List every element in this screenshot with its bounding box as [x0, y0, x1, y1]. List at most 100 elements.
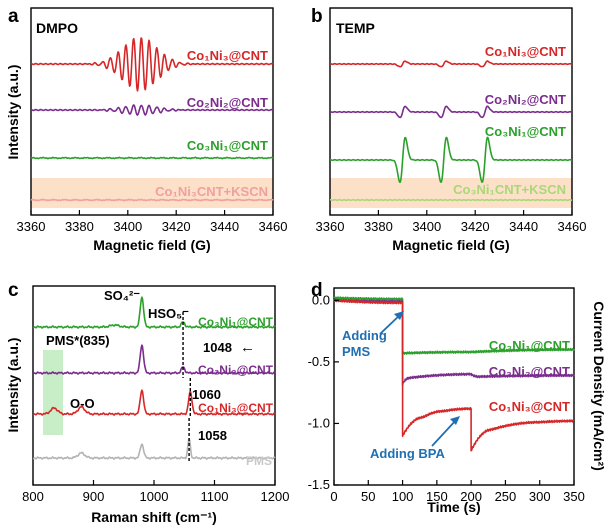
xtick-label: 300	[529, 489, 551, 504]
trace-c-1	[32, 344, 276, 375]
xtick-label: 3420	[461, 219, 490, 234]
xtick-label: 3360	[17, 219, 46, 234]
label-a-kscn: Co₁Ni₃CNT+KSCN	[155, 184, 268, 199]
ylabel-a: Intensity (a.u.)	[5, 65, 21, 160]
ticks-c: 800 900 1000 1100 1200	[22, 480, 289, 504]
xtick-label: 200	[460, 489, 482, 504]
xtick-label: 250	[495, 489, 517, 504]
traces-c	[32, 296, 276, 462]
xtick-label: 3360	[316, 219, 345, 234]
xtick-label: 3380	[364, 219, 393, 234]
xtick-label: 3400	[113, 219, 142, 234]
panel-a: a DMPO Co₁Ni₃@CNT Co₂Ni₂@CNT Co₃Ni₁@CNT …	[5, 6, 287, 253]
xtick-label: 100	[392, 489, 414, 504]
ann-hso5: HSO₅⁻	[148, 306, 189, 321]
arrow-bpa	[431, 418, 458, 447]
label-a-co2ni2: Co₂Ni₂@CNT	[187, 95, 268, 110]
ticks-a: 3360 3380 3400 3420 3440 3460	[17, 210, 288, 234]
ytick-label: -1.5	[308, 477, 330, 492]
xtick-label: 1100	[201, 489, 229, 504]
xtick-label: 1200	[261, 489, 290, 504]
traces-a	[30, 37, 274, 202]
ticks-b: 3360 3380 3400 3420 3440 3460	[316, 210, 587, 234]
axes-frame-a	[30, 7, 274, 216]
xtick-label: 3380	[65, 219, 94, 234]
panel-letter-b: b	[311, 6, 323, 27]
panel-a-title: DMPO	[36, 20, 78, 36]
kscn-shade-b	[330, 178, 572, 208]
xtick-label: 900	[83, 489, 105, 504]
trace-d-2	[333, 298, 575, 452]
xtick-label: 50	[361, 489, 375, 504]
xtick-label: 150	[426, 489, 448, 504]
ylabel-d: Current Density (mA/cm²)	[591, 301, 607, 471]
ann-adding-pms: Adding PMS	[342, 328, 387, 359]
trace-c-0	[32, 296, 276, 329]
xtick-label: 3420	[162, 219, 191, 234]
label-b-co1ni3: Co₁Ni₃@CNT	[485, 44, 566, 59]
ann-1058: 1058	[198, 428, 227, 443]
trace-c-3	[32, 438, 276, 460]
label-c-pms: PMS	[246, 454, 272, 468]
panel-d: d Co₃Ni₁@CNT Co₂Ni₂@CNT Co₁Ni₃@CNT Addin…	[308, 280, 607, 515]
traces-d	[333, 296, 575, 452]
label-b-co3ni1: Co₃Ni₁@CNT	[485, 124, 566, 139]
panel-letter-a: a	[8, 6, 19, 27]
xtick-label: 3440	[509, 219, 538, 234]
ylabel-c: Intensity (a.u.)	[5, 338, 21, 433]
xlabel-a: Magnetic field (G)	[93, 237, 210, 253]
xtick-label: 800	[22, 489, 44, 504]
trace-b-0	[329, 60, 573, 68]
ann-pms: PMS*(835)	[46, 333, 110, 348]
xlabel-c: Raman shift (cm⁻¹)	[91, 509, 217, 525]
xtick-label: 0	[330, 489, 337, 504]
label-c-co2ni2: Co₂Ni₂@CNT	[198, 363, 274, 377]
trace-a-2	[30, 156, 274, 160]
label-d-co2ni2: Co₂Ni₂@CNT	[489, 364, 570, 379]
panel-letter-c: c	[8, 280, 19, 301]
ann-arrow: ←	[240, 339, 255, 356]
ticks-d: 0 50 100 150 200 250 300 350 0.0 -0.5 -1.0 -1.5	[308, 292, 585, 504]
label-b-co2ni2: Co₂Ni₂@CNT	[485, 92, 566, 107]
label-d-co3ni1: Co₃Ni₁@CNT	[489, 338, 570, 353]
ann-adding-bpa: Adding BPA	[370, 446, 445, 461]
xtick-label: 3460	[558, 219, 587, 234]
xtick-label: 3400	[412, 219, 441, 234]
ann-oo: O-O	[70, 396, 95, 411]
arrow-pms-head	[394, 311, 404, 320]
ann-so4: SO₄²⁻	[104, 288, 140, 303]
trace-c-2	[32, 389, 276, 416]
trace-a-1	[30, 104, 274, 116]
label-d-co1ni3: Co₁Ni₃@CNT	[489, 399, 570, 414]
label-a-co3ni1: Co₃Ni₁@CNT	[187, 138, 268, 153]
ytick-label: -0.5	[308, 354, 330, 369]
trace-b-1	[329, 105, 573, 119]
kscn-shade-a	[31, 178, 273, 208]
xtick-label: 1000	[140, 489, 169, 504]
ann-1060: 1060	[192, 387, 221, 402]
label-c-co3ni1: Co₃Ni₁@CNT	[198, 315, 274, 329]
ytick-label: 0.0	[312, 292, 330, 307]
label-b-kscn: Co₃Ni₁CNT+KSCN	[453, 182, 566, 197]
panel-c: c SO₄²⁻ HSO₅⁻ PMS*(835) O-O 1048 ← 1060 …	[5, 280, 289, 525]
panel-b-title: TEMP	[336, 20, 375, 36]
ann-1048: 1048	[203, 340, 232, 355]
trace-b-3	[329, 198, 573, 202]
pms-shade-c	[43, 350, 63, 435]
xlabel-b: Magnetic field (G)	[392, 237, 509, 253]
xtick-label: 350	[563, 489, 585, 504]
xtick-label: 3440	[210, 219, 239, 234]
ann-adding-pms-line1: Adding	[342, 328, 387, 343]
xlabel-d: Time (s)	[427, 499, 480, 515]
ytick-label: -1.0	[308, 415, 330, 430]
trace-b-2	[329, 136, 573, 183]
panel-letter-d: d	[311, 280, 323, 301]
panel-b: b TEMP Co₁Ni₃@CNT Co₂Ni₂@CNT Co₃Ni₁@CNT …	[311, 6, 586, 253]
trace-a-0	[30, 37, 274, 92]
arrow-bpa-head	[450, 416, 460, 425]
trace-a-3	[30, 198, 274, 202]
label-c-co1ni3: Co₁Ni₃@CNT	[198, 401, 274, 415]
xtick-label: 3460	[259, 219, 288, 234]
label-a-co1ni3: Co₁Ni₃@CNT	[187, 48, 268, 63]
